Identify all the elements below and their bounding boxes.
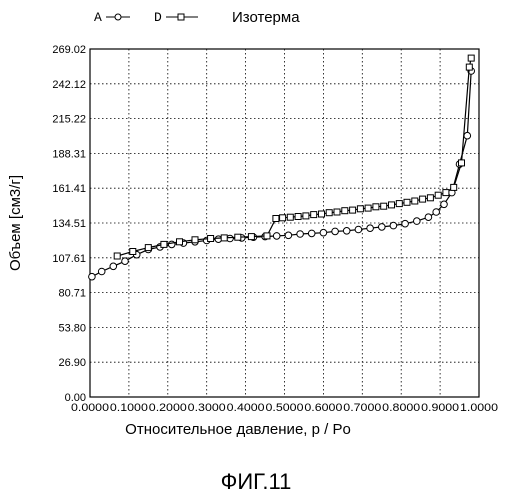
y-tick-label: 80.71: [58, 288, 86, 300]
series-d-point: [235, 234, 241, 240]
series-d-point: [280, 215, 286, 221]
series: [89, 55, 475, 280]
series-a-point: [110, 263, 117, 270]
series-a-point: [402, 220, 409, 227]
grid: [90, 49, 479, 397]
chart-title: Изотерма: [232, 9, 300, 26]
series-a-point: [425, 214, 432, 221]
series-d-point: [248, 234, 254, 240]
series-d-point: [287, 214, 293, 220]
series-a-point: [414, 218, 421, 225]
x-tick-label: 0.1000: [110, 402, 148, 414]
x-tick-label: 0.4000: [227, 402, 265, 414]
series-d-point: [145, 245, 151, 251]
series-a-point: [343, 228, 350, 235]
y-tick-label: 188.31: [52, 148, 86, 160]
series-d-point: [295, 214, 301, 220]
legend-label-d: D: [154, 10, 162, 25]
series-a-point: [285, 232, 292, 239]
y-tick-label: 134.51: [52, 218, 86, 230]
series-a-point: [273, 233, 280, 240]
series-a-point: [320, 229, 327, 236]
series-d-point: [161, 241, 167, 247]
series-d-point: [319, 211, 325, 217]
series-d-point: [221, 235, 227, 241]
x-tick-label: 0.2000: [149, 402, 187, 414]
series-d-point: [273, 216, 279, 222]
x-tick-label: 0.5000: [266, 402, 304, 414]
series-a-point: [297, 231, 304, 238]
y-tick-label: 107.61: [52, 253, 86, 265]
legend-label-a: A: [94, 10, 102, 25]
figure-label: ФИГ.11: [221, 469, 292, 494]
x-tick-label: 1.0000: [460, 402, 498, 414]
series-d-point: [350, 207, 356, 213]
x-tick-label: 0.3000: [188, 402, 226, 414]
series-d-point: [130, 249, 136, 255]
series-a-point: [122, 258, 129, 265]
series-a-point: [332, 228, 339, 235]
series-d-point: [365, 205, 371, 211]
y-axis-ticks: 0.0026.9053.8080.71107.61134.51161.41188…: [52, 44, 86, 404]
series-d-point: [468, 55, 474, 61]
series-d-point: [326, 210, 332, 216]
series-d-point: [412, 198, 418, 204]
series-d-point: [381, 203, 387, 209]
series-d-point: [177, 239, 183, 245]
series-a-point: [367, 225, 374, 232]
series-a-point: [355, 226, 362, 233]
series-d-point: [192, 237, 198, 243]
series-a-point: [308, 230, 315, 237]
series-d-point: [373, 204, 379, 210]
legend-marker-d: [178, 14, 184, 20]
series-d-point: [451, 184, 457, 190]
series-a-point: [168, 241, 175, 248]
x-tick-label: 0.9000: [421, 402, 459, 414]
series-line-d: [117, 58, 471, 256]
series-d-point: [420, 196, 426, 202]
legend: A D: [94, 10, 198, 25]
x-tick-label: 0.7000: [343, 402, 381, 414]
series-d-point: [396, 201, 402, 207]
y-tick-label: 53.80: [58, 322, 86, 334]
series-d-point: [427, 195, 433, 201]
x-axis-label: Относительное давление, p / Po: [125, 421, 351, 438]
series-d-point: [357, 206, 363, 212]
y-tick-label: 269.02: [52, 44, 86, 56]
x-tick-label: 0.8000: [382, 402, 420, 414]
legend-marker-a: [115, 14, 121, 20]
series-d-point: [443, 190, 449, 196]
y-tick-label: 215.22: [52, 114, 86, 126]
series-a-point: [89, 273, 96, 280]
y-tick-label: 161.41: [52, 183, 86, 195]
x-tick-label: 0.6000: [304, 402, 342, 414]
series-a-point: [379, 224, 386, 231]
series-d-point: [334, 209, 340, 215]
y-axis-label: Объем [см3/г]: [7, 175, 24, 271]
series-d-point: [264, 233, 270, 239]
series-d-point: [466, 64, 472, 70]
series-d-point: [311, 212, 317, 218]
x-tick-label: 0.0000: [71, 402, 109, 414]
series-d-point: [459, 160, 465, 166]
series-a-point: [390, 222, 397, 229]
series-d-point: [435, 192, 441, 198]
series-d-point: [114, 253, 120, 259]
y-tick-label: 26.90: [58, 357, 86, 369]
series-d-point: [342, 208, 348, 214]
x-axis-ticks: 0.00000.10000.20000.30000.40000.50000.60…: [71, 402, 498, 414]
y-tick-label: 242.12: [52, 79, 86, 91]
series-d-point: [389, 202, 395, 208]
series-a-point: [441, 201, 448, 208]
series-d-point: [208, 236, 214, 242]
series-a-point: [98, 268, 105, 275]
series-d-point: [404, 199, 410, 205]
series-d-point: [303, 213, 309, 219]
series-a-point: [464, 132, 471, 139]
series-a-point: [433, 209, 440, 216]
